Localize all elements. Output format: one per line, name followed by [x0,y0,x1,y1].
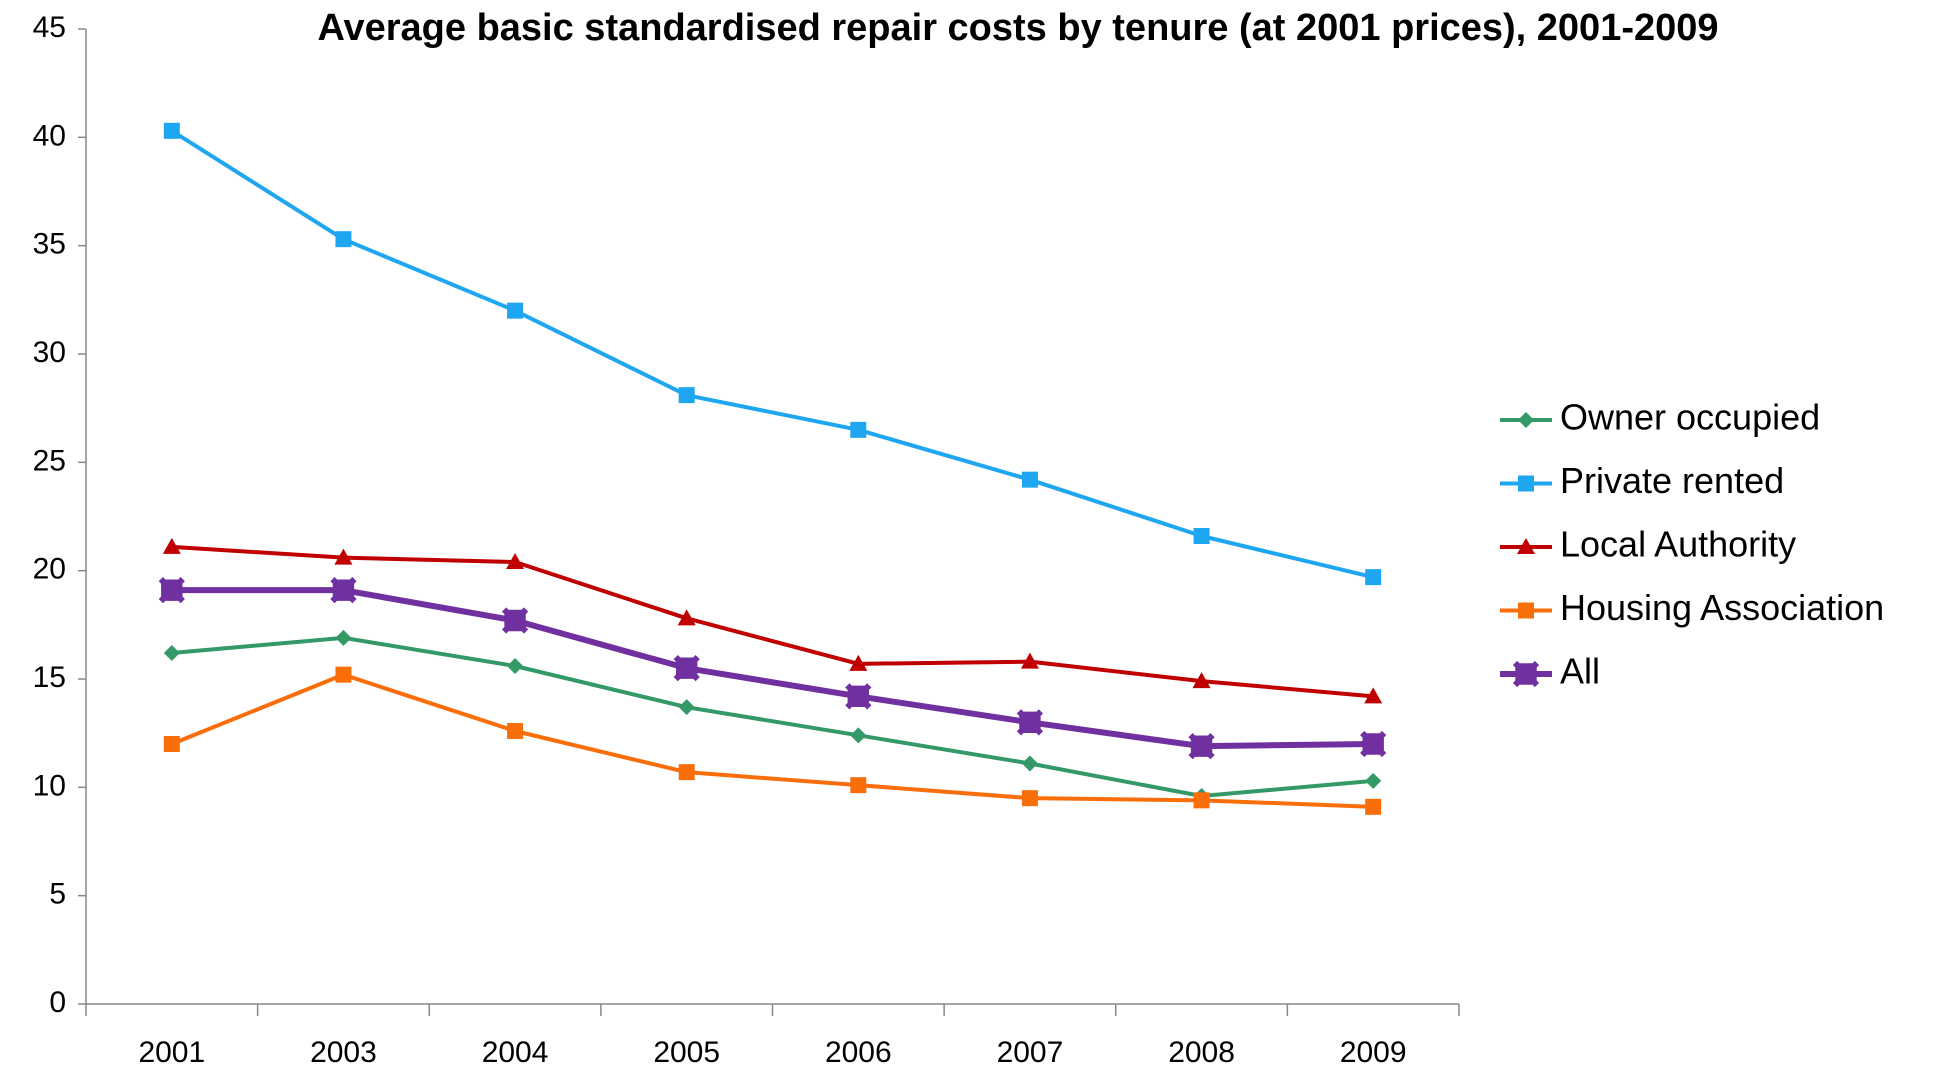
marker [330,577,357,604]
marker [1518,602,1534,619]
series-line [170,129,1374,580]
marker [1016,709,1044,736]
y-tick-label: 10 [33,769,66,802]
marker [335,231,352,248]
series-line [171,635,1374,798]
legend-label: Private rented [1560,460,1784,501]
y-tick-label: 40 [33,119,66,152]
marker [158,577,185,604]
marker [850,727,867,744]
marker [849,654,868,671]
x-tick-label: 2003 [310,1036,377,1069]
marker [1360,730,1387,758]
x-tick-label: 2001 [138,1036,205,1069]
marker [1518,412,1534,428]
series-line [171,544,1374,699]
marker [1188,733,1215,760]
marker [506,553,525,569]
marker [850,777,867,794]
marker [334,548,353,565]
marker [1021,790,1038,807]
marker [1021,755,1038,772]
series-line [171,587,1374,750]
marker [1193,792,1210,809]
y-tick-label: 0 [49,986,66,1019]
x-tick-label: 2004 [482,1036,549,1069]
marker [1365,772,1382,789]
marker [677,609,696,626]
marker [673,655,700,682]
legend-label: All [1560,651,1600,692]
marker [1192,672,1211,689]
marker [1020,652,1039,669]
marker [678,387,695,404]
marker [507,302,524,319]
x-tick-label: 2005 [653,1036,720,1069]
marker [335,629,352,646]
marker [850,421,867,438]
marker [1365,798,1382,815]
y-tick-label: 15 [33,661,66,694]
marker [1193,528,1210,544]
x-tick-label: 2009 [1340,1036,1407,1069]
legend-label: Owner occupied [1560,397,1820,438]
x-tick-label: 2006 [825,1036,892,1069]
y-tick-label: 35 [33,228,66,261]
marker [1365,569,1382,586]
y-tick-label: 45 [33,11,66,44]
marker [162,537,181,554]
marker [1364,687,1383,704]
legend-label: Local Authority [1560,524,1796,565]
marker [1512,660,1540,688]
marker [678,699,695,716]
chart-title: Average basic standardised repair costs … [317,7,1718,49]
marker [163,645,180,661]
y-tick-label: 25 [33,444,66,477]
y-tick-label: 5 [49,878,66,911]
marker [845,683,872,710]
marker [678,764,695,781]
marker [1517,538,1535,554]
marker [163,736,180,752]
marker [507,658,524,674]
marker [1518,475,1534,492]
y-tick-label: 20 [33,553,66,586]
y-tick-label: 30 [33,336,66,369]
marker [1021,471,1038,488]
legend-label: Housing Association [1560,587,1884,628]
x-tick-label: 2008 [1168,1036,1235,1069]
marker [163,122,180,139]
marker [501,607,529,634]
marker [507,723,524,739]
series-line [171,672,1374,809]
marker [335,666,352,683]
x-tick-label: 2007 [997,1036,1064,1069]
